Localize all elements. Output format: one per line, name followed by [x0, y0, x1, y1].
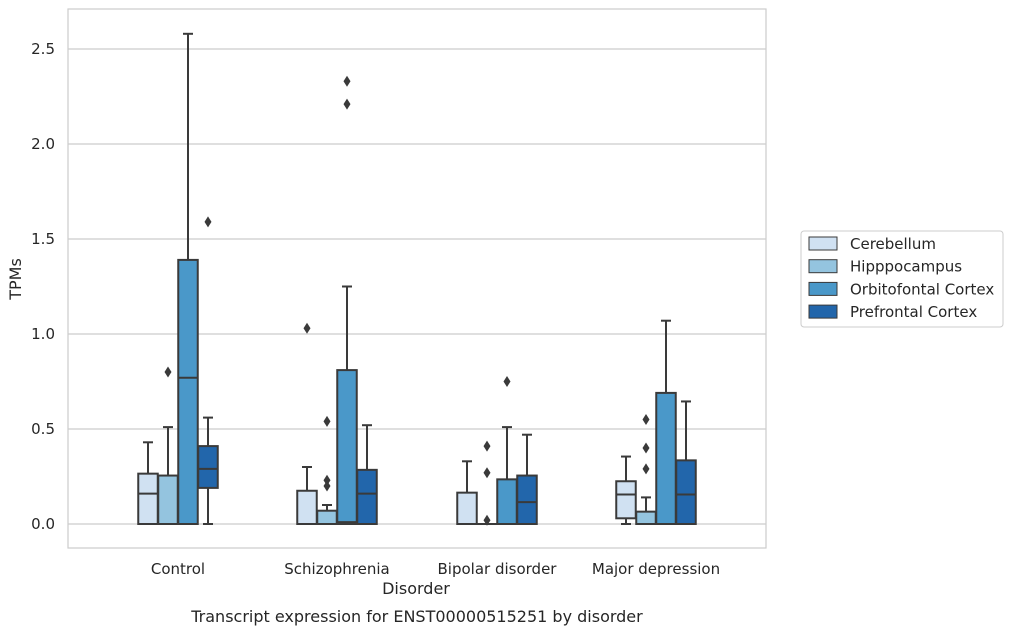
box-body	[636, 512, 656, 524]
legend-swatch	[809, 305, 837, 318]
y-tick-label: 0.5	[31, 420, 55, 438]
y-tick-label: 2.0	[31, 135, 55, 153]
box-body	[337, 370, 357, 524]
y-tick-label: 0.0	[31, 515, 55, 533]
box-body	[317, 511, 337, 524]
legend: Cerebellum Hipppocampus Orbitofontal Corte…	[801, 231, 1003, 327]
legend-label: Cerebellum	[850, 235, 936, 253]
figure-caption: Transcript expression for ENST0000051525…	[190, 607, 643, 626]
x-tick-label: Bipolar disorder	[438, 560, 558, 578]
legend-label: Orbitofontal Cortex	[850, 280, 994, 298]
y-tick-label: 1.0	[31, 325, 55, 343]
legend-swatch	[809, 282, 837, 295]
box-body	[497, 479, 517, 524]
x-tick-label: Control	[151, 560, 205, 578]
x-tick-label: Schizophrenia	[284, 560, 389, 578]
y-tick-label: 2.5	[31, 40, 55, 58]
box-body	[138, 474, 158, 524]
legend-swatch	[809, 237, 837, 250]
box-body	[357, 470, 377, 524]
legend-label: Hipppocampus	[850, 258, 962, 276]
box-body	[656, 393, 676, 524]
y-axis-title: TPMs	[6, 258, 25, 301]
box-body	[158, 476, 178, 524]
box-body	[178, 260, 198, 524]
box-body	[198, 446, 218, 488]
legend-label: Prefrontal Cortex	[850, 303, 977, 321]
x-tick-label: Major depression	[592, 560, 720, 578]
box-body	[616, 481, 636, 518]
legend-swatch	[809, 260, 837, 273]
y-tick-label: 1.5	[31, 230, 55, 248]
box-body	[517, 476, 537, 524]
box-body	[676, 460, 696, 524]
box-body	[457, 493, 477, 524]
x-axis-title: Disorder	[382, 579, 450, 598]
box-body	[297, 491, 317, 524]
